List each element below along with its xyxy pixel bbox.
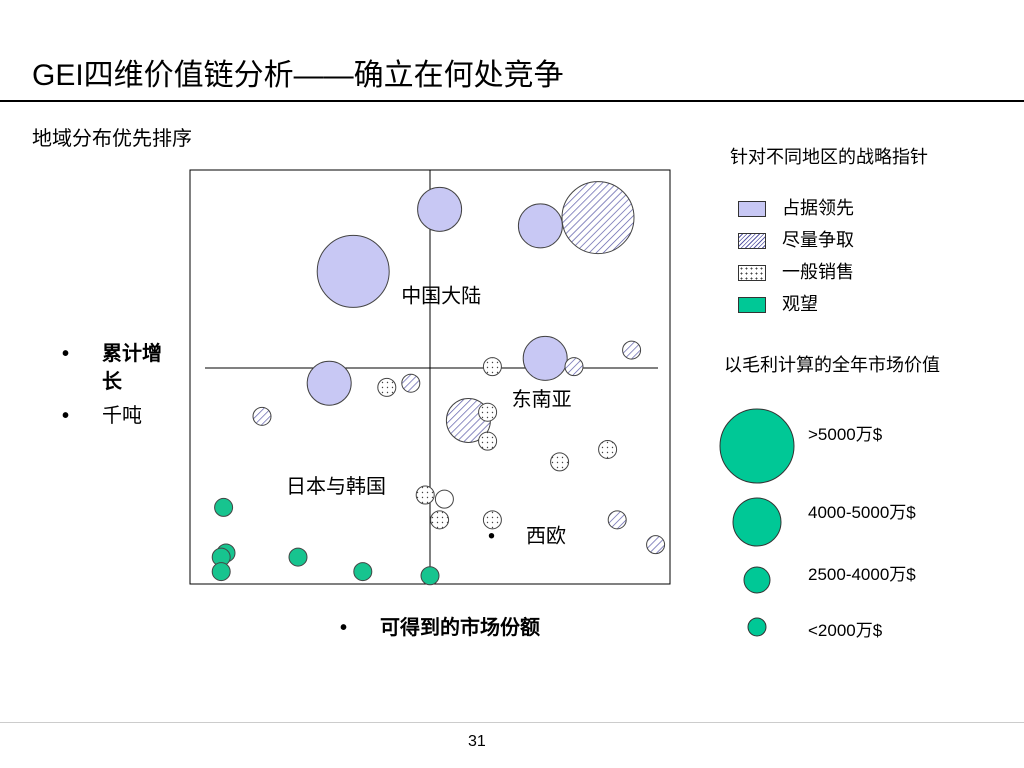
size-xl-circle	[719, 408, 795, 484]
bubble-watch-29	[420, 566, 440, 586]
bubble-empty-18	[434, 489, 454, 509]
page-number: 31	[468, 733, 486, 750]
slide-title: GEI四维价值链分析——确立在何处竞争	[32, 59, 564, 92]
size-l-circle	[732, 497, 782, 547]
size-m-circle	[743, 566, 771, 594]
strategy-legend-title: 针对不同地区的战略指针	[730, 147, 928, 167]
watch-swatch	[738, 297, 766, 314]
bubble-lead-0	[417, 186, 463, 232]
bubble-lead-3	[316, 234, 390, 308]
bubble-layer	[211, 181, 666, 586]
bubble-sell-17	[415, 485, 435, 505]
bubble-lead-1	[517, 203, 563, 249]
bubble-compete-6	[564, 357, 584, 377]
lead-swatch	[738, 201, 766, 218]
y-axis-label-text: 累计增长	[102, 343, 162, 393]
bubble-watch-27	[288, 547, 308, 567]
y-axis-unit: • 千吨	[62, 402, 142, 430]
title-divider	[0, 100, 1024, 102]
bubble-compete-9	[401, 373, 421, 393]
y-axis-label: • 累计增长	[62, 340, 162, 396]
bubble-watch-28	[353, 562, 373, 582]
bubble-sell-20	[482, 510, 502, 530]
bubble-compete-11	[252, 406, 272, 426]
bubble-sell-15	[598, 439, 618, 459]
region-label-1: 东南亚	[512, 388, 572, 411]
compete-swatch	[738, 233, 766, 250]
region-label-2: 日本与韩国	[286, 475, 386, 498]
sell-swatch	[738, 265, 766, 282]
bubble-sell-13	[478, 402, 498, 422]
bubble-sell-14	[478, 431, 498, 451]
size-s-circle	[747, 617, 767, 637]
size-label-xl: >5000万$	[808, 425, 883, 444]
bullet-marker: •	[62, 405, 70, 427]
legend-label: 一般销售	[782, 262, 854, 282]
bubble-sell-10	[377, 377, 397, 397]
size-legend-circles	[719, 408, 795, 637]
x-axis-label: • 可得到的市场份额	[340, 614, 540, 642]
size-label-m: 2500-4000万$	[808, 565, 916, 584]
legend-label: 占据领先	[782, 198, 854, 218]
footer-divider	[0, 722, 1024, 723]
bubble-watch-26	[211, 562, 231, 582]
legend-label: 尽量争取	[782, 230, 854, 250]
region-label-0: 中国大陆	[401, 284, 481, 307]
x-axis-label-text: 可得到的市场份额	[380, 617, 540, 639]
bubble-sell-16	[550, 452, 570, 472]
legend-item-watch: 观望	[738, 292, 818, 316]
bubble-sell-19	[430, 510, 450, 530]
y-axis-unit-text: 千吨	[102, 405, 142, 427]
bubble-compete-2	[561, 181, 635, 255]
bubble-watch-23	[214, 497, 234, 517]
bullet-marker: •	[62, 343, 70, 365]
chart-subtitle: 地域分布优先排序	[32, 128, 192, 150]
size-legend-title: 以毛利计算的全年市场价值	[724, 355, 940, 375]
bubble-compete-22	[646, 535, 666, 555]
legend-item-lead: 占据领先	[738, 196, 854, 220]
bubble-compete-5	[622, 340, 642, 360]
bubble-sell-7	[482, 357, 502, 377]
legend-label: 观望	[782, 294, 818, 314]
bubble-lead-4	[522, 335, 568, 381]
region-label-3: 西欧	[526, 525, 566, 548]
bubble-compete-21	[607, 510, 627, 530]
legend-item-compete: 尽量争取	[738, 228, 854, 252]
size-label-l: 4000-5000万$	[808, 503, 916, 522]
region-bullet-3: •	[488, 526, 495, 548]
bubble-lead-8	[306, 360, 352, 406]
legend-item-sell: 一般销售	[738, 260, 854, 284]
bullet-marker: •	[340, 617, 348, 639]
size-label-s: <2000万$	[808, 621, 883, 640]
